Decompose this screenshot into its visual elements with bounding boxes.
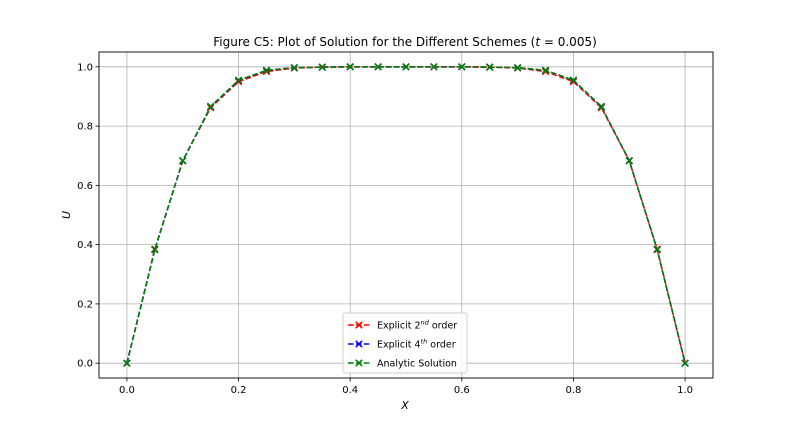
x-tick-label: 0.8 <box>566 385 582 396</box>
legend-label: Analytic Solution <box>377 359 457 370</box>
x-tick-label: 0.0 <box>119 385 135 396</box>
point-stroke <box>374 63 382 71</box>
y-tick-label: 0.2 <box>77 299 93 310</box>
legend-item-2: Explicit 4th order <box>348 338 456 351</box>
point-stroke <box>541 66 550 75</box>
data-point <box>234 76 243 84</box>
data-point <box>178 157 187 165</box>
data-point <box>346 63 354 71</box>
point-stroke <box>402 63 410 71</box>
point-stroke <box>206 102 215 111</box>
data-point <box>290 63 299 72</box>
legend-label: Explicit 2nd order <box>377 319 457 332</box>
y-tick-label: 0.4 <box>77 240 93 251</box>
data-point <box>597 102 606 111</box>
data-point <box>569 77 578 86</box>
legend-marker <box>355 359 363 367</box>
data-point <box>485 63 494 71</box>
point-stroke <box>681 359 689 367</box>
data-point <box>318 63 327 71</box>
data-point <box>430 63 438 71</box>
y-tick-label: 0.8 <box>77 122 93 133</box>
point-stroke <box>458 63 466 71</box>
data-point <box>625 157 634 165</box>
point-stroke <box>625 157 634 165</box>
y-tick-label: 0.6 <box>77 181 93 192</box>
legend-marker <box>355 340 363 348</box>
data-point <box>374 63 382 71</box>
point-stroke <box>123 359 131 367</box>
data-point <box>569 76 578 84</box>
data-point <box>262 66 271 75</box>
x-tick-label: 1.0 <box>677 385 693 396</box>
legend-item-1: Explicit 2nd order <box>348 319 457 332</box>
y-tick-label: 1.0 <box>77 62 93 73</box>
point-stroke <box>430 63 438 71</box>
point-stroke <box>485 63 494 71</box>
point-stroke <box>569 76 578 84</box>
point-stroke <box>569 77 578 86</box>
point-stroke <box>597 102 606 111</box>
data-point <box>653 245 661 254</box>
legend-item-3: Analytic Solution <box>348 359 457 370</box>
point-stroke <box>513 63 522 72</box>
data-point <box>541 67 550 76</box>
x-axis-label: X <box>400 399 409 412</box>
data-point <box>513 63 522 72</box>
plot-frame <box>98 51 714 379</box>
point-stroke <box>178 157 187 165</box>
point-stroke <box>290 63 299 72</box>
point-stroke <box>234 76 243 84</box>
data-point <box>151 245 159 254</box>
legend-marker <box>355 321 363 329</box>
y-tick-label: 0.0 <box>77 359 93 370</box>
point-stroke <box>346 63 354 71</box>
data-point <box>123 359 131 367</box>
ticks: 0.0 0.2 0.4 0.6 0.8 1.0 0.0 0.2 0.4 0.6 0.8 1.0 <box>77 62 693 396</box>
data-point <box>402 63 410 71</box>
y-axis-label: U <box>60 211 73 219</box>
data-point <box>681 359 689 367</box>
x-tick-label: 0.6 <box>454 385 470 396</box>
data-point <box>458 63 466 71</box>
point-stroke <box>262 66 271 75</box>
x-tick-label: 0.2 <box>231 385 247 396</box>
data-point <box>206 102 215 111</box>
legend-box <box>342 312 468 374</box>
legend: Explicit 2nd order Explicit 4th order Anal… <box>342 312 468 374</box>
data-point <box>541 66 550 75</box>
x-tick-label: 0.4 <box>342 385 358 396</box>
series-layer <box>123 63 689 367</box>
series-3 <box>123 63 689 367</box>
point-stroke <box>318 63 327 71</box>
point-stroke <box>151 245 159 254</box>
chart-title: Figure C5: Plot of Solution for the Diff… <box>213 35 597 49</box>
point-stroke <box>541 67 550 76</box>
legend-label: Explicit 4th order <box>377 338 456 351</box>
point-stroke <box>653 245 661 254</box>
